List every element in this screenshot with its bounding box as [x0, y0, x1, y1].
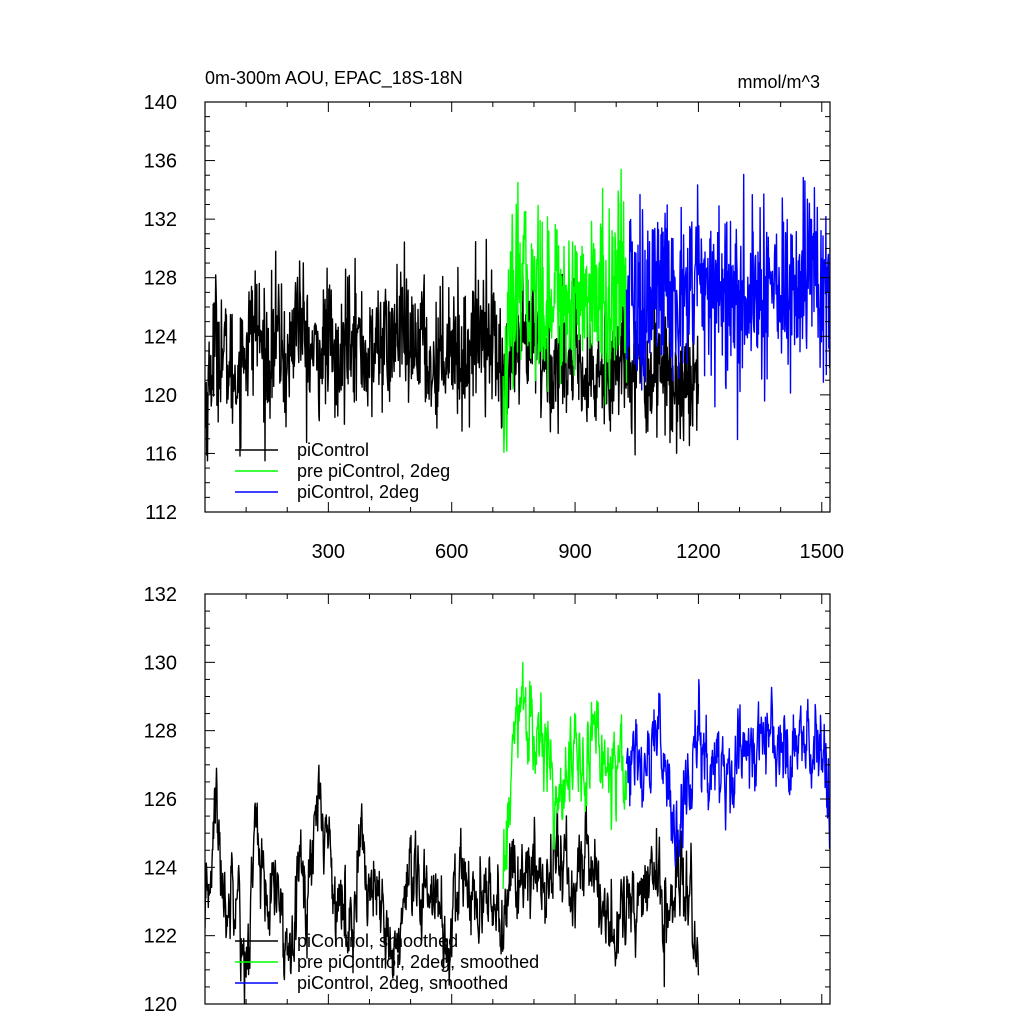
plot-area	[205, 661, 830, 1004]
x-tick-label: 600	[435, 541, 468, 563]
y-tick-label: 116	[145, 443, 177, 465]
plot-area	[205, 168, 830, 462]
legend-label: piControl, smoothed	[297, 931, 458, 951]
top-panel: 112 116 120 124 128 132 136 140 300 600 900 1200 150…	[144, 68, 844, 563]
y-tick-label: 140	[144, 92, 177, 114]
x-tick-label: 900	[558, 541, 591, 563]
x-tick-label: 1200	[676, 541, 721, 563]
y-tick-label: 122	[144, 926, 177, 948]
y-tick-label: 120	[144, 994, 177, 1016]
y-tick-label: 124	[144, 857, 177, 879]
y-tick-label: 124	[144, 326, 177, 348]
series-line-picontrol	[205, 238, 700, 462]
y-tick-label: 128	[144, 268, 177, 290]
y-tick-label: 112	[145, 502, 177, 524]
y-tick-label: 126	[144, 789, 177, 811]
legend-label: pre piControl, 2deg, smoothed	[297, 952, 539, 972]
x-tick-label: 300	[312, 541, 345, 563]
series-line-picontrol-2deg	[625, 173, 830, 441]
y-tick-label: 132	[144, 584, 177, 606]
y-tick-label: 130	[144, 652, 177, 674]
legend-label: piControl, 2deg	[297, 482, 419, 502]
series-line-pre-picontrol-2deg	[502, 168, 628, 454]
x-tick-label: 1500	[800, 541, 845, 563]
y-tick-label: 128	[144, 721, 177, 743]
y-tick-label: 132	[144, 209, 177, 231]
legend-label: piControl	[297, 440, 369, 460]
series-line-pre-picontrol-2deg-smoothed	[502, 661, 628, 890]
bottom-panel: 120 122 124 126 128 130 132 piControl, smoothed…	[144, 584, 831, 1016]
series-line-picontrol-2deg-smoothed	[625, 679, 830, 868]
units-label: mmol/m^3	[738, 72, 820, 92]
legend-label: pre piControl, 2deg	[297, 461, 450, 481]
series-line-picontrol-smoothed	[205, 764, 700, 1004]
legend-label: piControl, 2deg, smoothed	[297, 973, 508, 993]
y-tick-label: 120	[144, 385, 177, 407]
y-tick-label: 136	[144, 151, 177, 173]
chart-title: 0m-300m AOU, EPAC_18S-18N	[205, 68, 463, 89]
